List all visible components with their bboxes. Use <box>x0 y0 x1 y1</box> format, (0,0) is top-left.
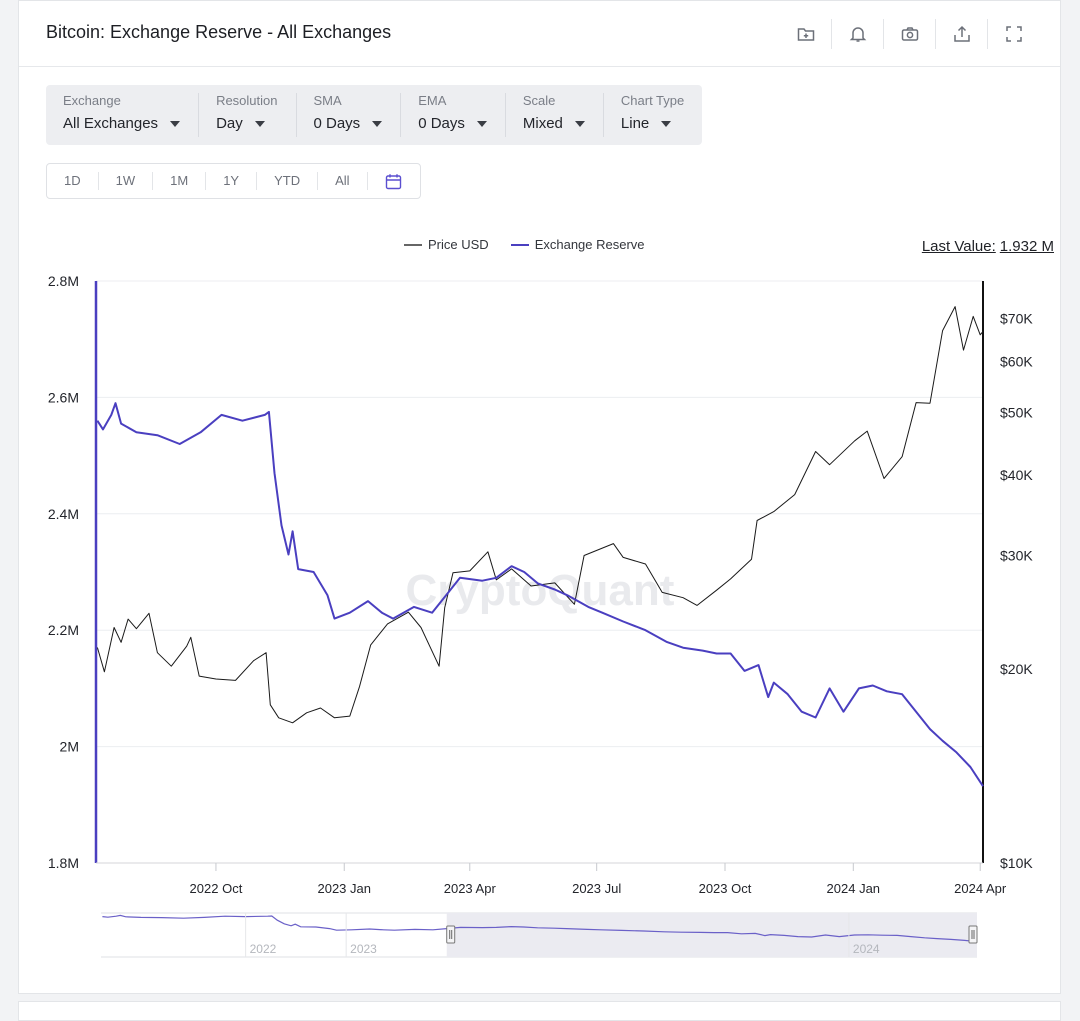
share-icon[interactable] <box>936 19 988 49</box>
navigator-handle-right[interactable] <box>968 925 978 944</box>
filter-value: Line <box>620 115 650 132</box>
y-left-tick-label: 2.2M <box>48 622 79 638</box>
camera-icon[interactable] <box>884 19 936 49</box>
series-line-price <box>96 306 984 724</box>
filter-value: Day <box>216 115 243 132</box>
add-to-folder-icon[interactable] <box>780 19 832 49</box>
filter-label: Exchange <box>63 93 121 108</box>
last-value-number: 1.932 M <box>999 238 1054 255</box>
y-left-tick-label: 2.4M <box>48 506 79 522</box>
page-title: Bitcoin: Exchange Reserve - All Exchange… <box>46 22 392 42</box>
chart-card: Bitcoin: Exchange Reserve - All Exchange… <box>18 0 1061 994</box>
caret-down-icon <box>170 120 181 127</box>
caret-down-icon <box>476 120 487 127</box>
last-value-label: Last Value: <box>921 238 996 255</box>
x-tick-label: 2024 Apr <box>954 881 1007 896</box>
filter-value: Mixed <box>522 115 563 132</box>
last-value: Last Value: 1.932 M <box>922 238 1054 255</box>
ema-filter[interactable]: EMA 0 Days <box>401 93 506 137</box>
range-1w[interactable]: 1W <box>99 172 154 190</box>
calendar-icon[interactable] <box>368 172 420 190</box>
series-line-exchange-reserve <box>96 402 984 787</box>
x-tick-label: 2023 Jan <box>317 881 371 896</box>
exchange-filter[interactable]: Exchange All Exchanges <box>46 93 200 137</box>
legend-label-reserve: Exchange Reserve <box>534 237 645 252</box>
legend-swatch-reserve <box>510 243 529 246</box>
range-1d[interactable]: 1D <box>47 172 99 190</box>
filter-value: 0 Days <box>313 115 361 132</box>
toolbar <box>780 19 1040 49</box>
filter-label: Scale <box>522 93 556 108</box>
y-left-tick-label: 2.6M <box>48 389 79 405</box>
y-right-tick-label: $20K <box>1000 661 1033 677</box>
chart-legend: Price USD Exchange Reserve <box>404 237 667 252</box>
x-tick-label: 2023 Oct <box>699 881 752 896</box>
x-tick-label: 2022 Oct <box>190 881 243 896</box>
y-right-tick-label: $10K <box>1000 855 1033 871</box>
y-left-tick-label: 2M <box>60 739 79 755</box>
sma-filter[interactable]: SMA 0 Days <box>297 93 402 137</box>
caret-down-icon <box>574 120 585 127</box>
range-1y[interactable]: 1Y <box>206 172 258 190</box>
filter-label: SMA <box>313 93 342 108</box>
filter-bar: Exchange All Exchanges Resolution Day SM… <box>46 85 703 145</box>
range-ytd[interactable]: YTD <box>257 172 319 190</box>
legend-swatch-price <box>404 243 422 246</box>
x-tick-label: 2023 Apr <box>444 881 497 896</box>
legend-label-price: Price USD <box>428 237 489 252</box>
y-right-tick-label: $60K <box>1000 354 1033 370</box>
card-header: Bitcoin: Exchange Reserve - All Exchange… <box>19 1 1060 67</box>
navigator-year-label: 2022 <box>250 942 277 956</box>
fullscreen-icon[interactable] <box>988 19 1040 49</box>
y-left-tick-label: 1.8M <box>48 855 79 871</box>
legend-item-price[interactable]: Price USD <box>404 237 489 252</box>
range-selector: 1D 1W 1M 1Y YTD All <box>46 163 421 199</box>
x-tick-label: 2023 Jul <box>572 881 621 896</box>
navigator-series-line <box>102 914 978 943</box>
y-right-tick-label: $40K <box>1000 467 1033 483</box>
navigator-handle-left[interactable] <box>446 925 456 944</box>
x-tick-label: 2024 Jan <box>827 881 881 896</box>
filter-label: Resolution <box>216 93 278 108</box>
navigator-year-label: 2024 <box>853 942 880 956</box>
chart-type-filter[interactable]: Chart Type Line <box>604 93 702 137</box>
range-all[interactable]: All <box>318 172 368 190</box>
navigator-year-label: 2023 <box>350 942 377 956</box>
bell-icon[interactable] <box>832 19 884 49</box>
y-left-tick-label: 2.8M <box>48 273 79 289</box>
legend-item-reserve[interactable]: Exchange Reserve <box>510 237 645 252</box>
scale-filter[interactable]: Scale Mixed <box>506 93 604 137</box>
filter-value: All Exchanges <box>63 115 159 132</box>
y-right-tick-label: $30K <box>1000 548 1033 564</box>
filter-value: 0 Days <box>418 115 465 132</box>
caret-down-icon <box>254 120 265 127</box>
range-1m[interactable]: 1M <box>153 172 207 190</box>
caret-down-icon <box>372 120 383 127</box>
caret-down-icon <box>661 120 672 127</box>
y-right-tick-label: $50K <box>1000 405 1033 421</box>
y-right-tick-label: $70K <box>1000 310 1033 326</box>
resolution-filter[interactable]: Resolution Day <box>199 93 297 137</box>
filter-label: EMA <box>418 93 447 108</box>
watermark: CryptoQuant <box>406 566 675 615</box>
filter-label: Chart Type <box>620 93 685 108</box>
